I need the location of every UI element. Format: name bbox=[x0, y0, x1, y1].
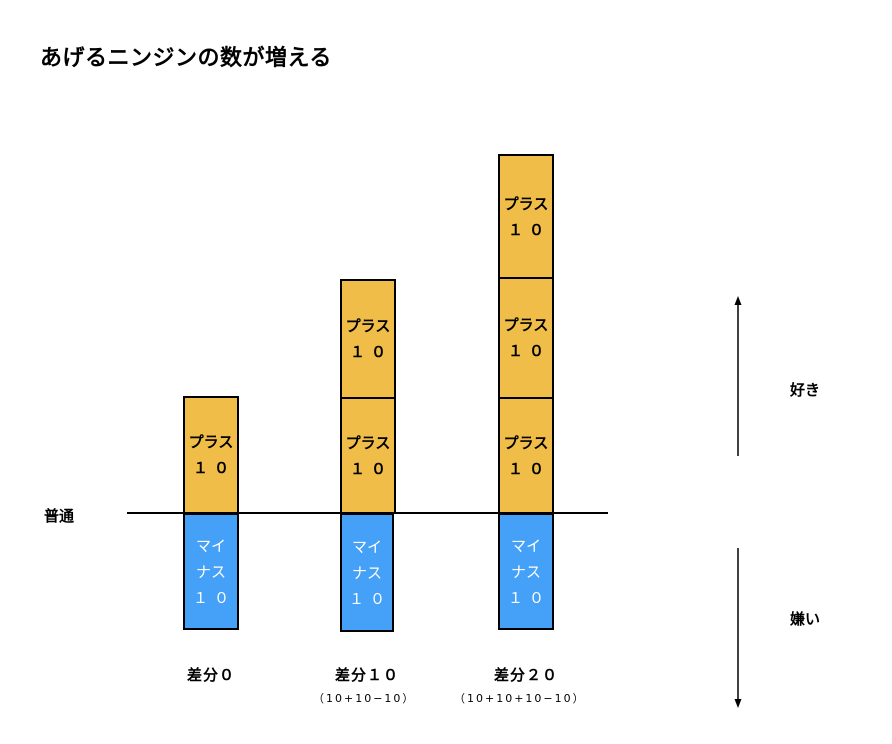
minus-block: マイ ナス １０ bbox=[498, 513, 554, 630]
formula-label: （10+10−10） bbox=[313, 692, 416, 705]
diff-label: 差分１０ bbox=[334, 666, 399, 684]
minus-block-label-line2: ナス bbox=[195, 562, 226, 581]
minus-block-label-line2: ナス bbox=[510, 562, 541, 581]
plus-block: プラス １０ bbox=[498, 277, 554, 399]
plus-block-value: １０ bbox=[349, 459, 392, 478]
plus-block: プラス １０ bbox=[340, 279, 396, 399]
plus-block: プラス １０ bbox=[498, 397, 554, 514]
minus-block-label-line2: ナス bbox=[351, 563, 382, 582]
page-title: あげるニンジンの数が増える bbox=[40, 46, 332, 71]
minus-block-label-line1: マイ bbox=[195, 536, 226, 555]
diff-label: 差分０ bbox=[186, 666, 235, 684]
plus-block-label: プラス bbox=[345, 317, 391, 335]
plus-block-value: １０ bbox=[507, 220, 550, 239]
plus-block-value: １０ bbox=[507, 342, 550, 360]
plus-block-label: プラス bbox=[503, 316, 549, 334]
baseline-label: 普通 bbox=[44, 507, 75, 525]
dislike-label: 嫌い bbox=[790, 610, 821, 628]
minus-block-value: １０ bbox=[507, 588, 550, 607]
down-arrow-icon bbox=[734, 548, 742, 708]
up-arrow-icon bbox=[734, 296, 742, 456]
minus-block-label-line1: マイ bbox=[510, 536, 541, 555]
minus-block: マイ ナス １０ bbox=[340, 513, 394, 632]
plus-block: プラス １０ bbox=[183, 396, 239, 514]
plus-block: プラス １０ bbox=[340, 397, 396, 514]
formula-label: （10+10+10−10） bbox=[454, 692, 586, 705]
minus-block-value: １０ bbox=[348, 589, 391, 608]
plus-block-label: プラス bbox=[503, 433, 549, 452]
plus-block-value: １０ bbox=[192, 459, 235, 477]
plus-block-value: １０ bbox=[507, 459, 550, 478]
minus-block: マイ ナス １０ bbox=[183, 513, 239, 630]
minus-block-value: １０ bbox=[192, 588, 235, 607]
plus-block-label: プラス bbox=[503, 194, 549, 213]
plus-block-label: プラス bbox=[188, 433, 234, 451]
like-label: 好き bbox=[790, 381, 821, 399]
diff-label: 差分２０ bbox=[493, 666, 558, 684]
minus-block-label-line1: マイ bbox=[351, 537, 382, 556]
plus-block-value: １０ bbox=[349, 343, 392, 361]
plus-block: プラス １０ bbox=[498, 154, 554, 279]
plus-block-label: プラス bbox=[345, 433, 391, 452]
